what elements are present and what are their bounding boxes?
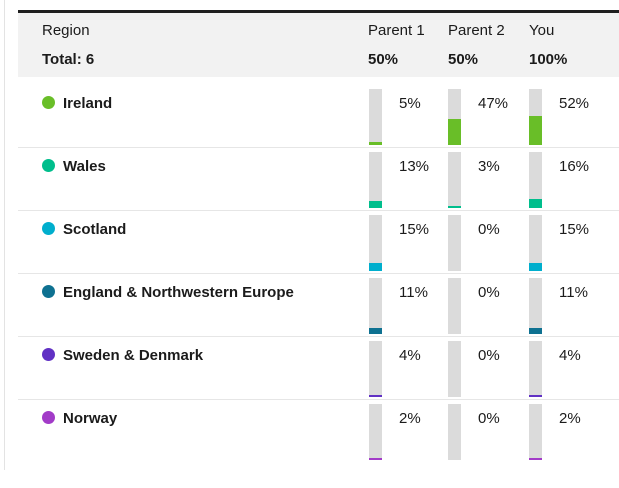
you-total: 100% [529,51,568,68]
you-bar-fill [529,458,542,460]
parent1-bar-fill [369,395,382,397]
total-regions-label: Total: 6 [42,51,95,68]
parent2-percent-value: 47% [478,95,509,112]
parent1-percent-value: 4% [399,347,421,364]
parent2-mini-bar [448,152,461,208]
table-row-england-nw-europe[interactable]: England & Northwestern Europe 11% 0% 11% [18,274,619,337]
you-mini-bar [529,278,542,334]
you-bar-fill [529,328,542,334]
parent1-percent-value: 13% [399,158,430,175]
region-label: Ireland [63,95,113,112]
region-label: England & Northwestern Europe [63,284,294,301]
parent2-mini-bar [448,341,461,397]
region-label: Sweden & Denmark [63,347,204,364]
region-color-dot [42,159,55,172]
parent1-mini-bar [369,404,382,460]
parent2-mini-bar [448,89,461,145]
parent1-bar-fill [369,142,382,145]
ethnicity-inheritance-table: Region Parent 1 Parent 2 You Total: 6 50… [18,10,619,462]
table-row-wales[interactable]: Wales 13% 3% 16% [18,148,619,211]
region-label: Wales [63,158,106,175]
parent1-bar-fill [369,458,382,460]
you-bar-fill [529,199,542,208]
parent2-percent-value: 0% [478,347,500,364]
you-percent-value: 11% [559,284,588,301]
table-row-scotland[interactable]: Scotland 15% 0% 15% [18,211,619,274]
region-label: Scotland [63,221,127,238]
you-percent-value: 15% [559,221,590,238]
parent1-column-header: Parent 1 [368,22,425,39]
parent1-mini-bar [369,341,382,397]
you-bar-fill [529,263,542,271]
parent2-bar-fill [448,206,461,208]
table-row-ireland[interactable]: Ireland 5% 47% 52% [18,85,619,148]
parent1-mini-bar [369,278,382,334]
parent1-mini-bar [369,89,382,145]
parent2-percent-value: 0% [478,221,500,238]
table-row-sweden-denmark[interactable]: Sweden & Denmark 4% 0% 4% [18,337,619,400]
parent2-mini-bar [448,278,461,334]
you-percent-value: 4% [559,347,581,364]
parent1-percent-value: 5% [399,95,421,112]
you-percent-value: 16% [559,158,590,175]
table-body: Ireland 5% 47% 52% Wales 13% 3% 16% Scot… [18,85,619,462]
you-mini-bar [529,341,542,397]
you-column-header: You [529,22,555,39]
parent2-mini-bar [448,404,461,460]
parent2-mini-bar [448,215,461,271]
region-color-dot [42,348,55,361]
you-mini-bar [529,215,542,271]
parent2-percent-value: 0% [478,284,500,301]
parent1-percent-value: 15% [399,221,430,238]
you-mini-bar [529,89,542,145]
you-percent-value: 2% [559,410,581,427]
region-column-header: Region [42,22,90,39]
region-label: Norway [63,410,118,427]
parent2-percent-value: 3% [478,158,500,175]
parent2-total: 50% [448,51,479,68]
left-edge-rule [4,0,5,470]
region-color-dot [42,285,55,298]
you-percent-value: 52% [559,95,590,112]
parent1-mini-bar [369,215,382,271]
parent2-bar-fill [448,119,461,145]
you-mini-bar [529,404,542,460]
parent2-percent-value: 0% [478,410,500,427]
parent1-mini-bar [369,152,382,208]
you-mini-bar [529,152,542,208]
parent1-bar-fill [369,201,382,208]
table-row-norway[interactable]: Norway 2% 0% 2% [18,400,619,462]
parent1-bar-fill [369,328,382,334]
parent1-percent-value: 11% [399,284,428,301]
you-bar-fill [529,395,542,397]
parent1-percent-value: 2% [399,410,421,427]
region-color-dot [42,222,55,235]
region-color-dot [42,411,55,424]
parent2-column-header: Parent 2 [448,22,505,39]
parent1-bar-fill [369,263,382,271]
parent1-total: 50% [368,51,399,68]
region-color-dot [42,96,55,109]
you-bar-fill [529,116,542,145]
table-header: Region Parent 1 Parent 2 You Total: 6 50… [18,10,619,77]
